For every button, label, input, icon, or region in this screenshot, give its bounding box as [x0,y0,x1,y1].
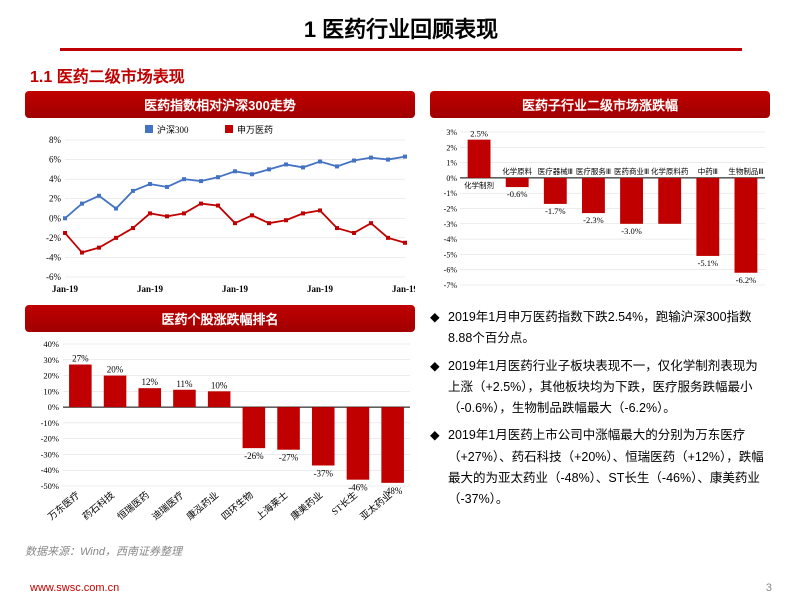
chart2: -7% -6% -5% -4% -3% -2% -1% 0% 1% 2% 3% 2.5% 化学制剂 -0.… [430,122,770,297]
content-area: 医药指数相对沪深300走势 -6% -4% -2% 0% 2% 4% 6% 8% 沪深300 申万… [0,91,802,559]
chart1-title: 医药指数相对沪深300走势 [25,91,415,118]
svg-text:医药商业Ⅲ: 医药商业Ⅲ [614,166,649,176]
svg-text:8%: 8% [49,135,62,145]
bar-chart-sectors: -7% -6% -5% -4% -3% -2% -1% 0% 1% 2% 3% 2.5% 化学制剂 -0.… [430,122,770,297]
svg-text:-0.6%: -0.6% [507,189,528,199]
svg-text:医疗服务Ⅲ: 医疗服务Ⅲ [576,166,611,176]
svg-text:上海莱士: 上海莱士 [254,489,291,523]
svg-text:0%: 0% [48,402,59,412]
svg-text:康美药业: 康美药业 [288,489,325,523]
svg-text:Jan-19: Jan-19 [222,284,249,294]
section-subtitle: 1.1 医药二级市场表现 [0,57,802,91]
svg-text:0%: 0% [446,174,457,183]
svg-text:-26%: -26% [244,451,264,461]
svg-text:-3%: -3% [444,220,458,229]
bullet-item: 2019年1月医药上市公司中涨幅最大的分别为万东医疗（+27%）、药石科技（+2… [430,425,770,510]
svg-text:-4%: -4% [444,235,458,244]
svg-text:亚太药业: 亚太药业 [358,489,395,523]
svg-text:3%: 3% [446,128,457,137]
svg-text:-1%: -1% [444,189,458,198]
svg-text:-37%: -37% [314,468,334,478]
right-column: 医药子行业二级市场涨跌幅 -7% -6% -5% -4% -3% -2% -1% 0% 1% 2%… [430,91,770,559]
svg-text:1%: 1% [446,159,457,168]
bar-chart-stocks: -50% -40% -30% -20% -10% 0% 10% 20% 30% 40% 27% 万东医… [25,336,415,541]
svg-text:-27%: -27% [279,453,299,463]
svg-text:6%: 6% [49,155,62,165]
chart3: -50% -40% -30% -20% -10% 0% 10% 20% 30% 40% 27% 万东医… [25,336,415,541]
svg-text:Jan-19: Jan-19 [52,284,79,294]
svg-text:化学原料药: 化学原料药 [651,166,689,176]
svg-text:-1.7%: -1.7% [545,206,566,216]
svg-text:Jan-19: Jan-19 [137,284,164,294]
svg-text:-5%: -5% [444,250,458,259]
svg-text:迪瑞医疗: 迪瑞医疗 [150,489,187,523]
page-title: 1 医药行业回顾表现 [0,12,802,44]
svg-text:中药Ⅲ: 中药Ⅲ [698,166,718,176]
left-column: 医药指数相对沪深300走势 -6% -4% -2% 0% 2% 4% 6% 8% 沪深300 申万… [25,91,415,559]
svg-text:30%: 30% [43,355,59,365]
svg-text:-6.2%: -6.2% [736,275,757,285]
svg-text:-6%: -6% [46,272,61,282]
svg-text:12%: 12% [142,377,159,387]
svg-text:ST长生: ST长生 [329,489,360,518]
svg-text:-6%: -6% [444,266,458,275]
svg-text:-46%: -46% [348,483,368,493]
page-number: 3 [766,582,772,594]
svg-text:四环生物: 四环生物 [219,489,256,523]
svg-text:20%: 20% [43,371,59,381]
svg-text:-3.0%: -3.0% [621,226,642,236]
chart2-title: 医药子行业二级市场涨跌幅 [430,91,770,118]
svg-text:10%: 10% [211,380,228,390]
svg-text:药石科技: 药石科技 [80,489,117,523]
svg-text:-2%: -2% [444,205,458,214]
line-chart: -6% -4% -2% 0% 2% 4% 6% 8% 沪深300 申万医药 Jan-19 Jan-19… [25,122,415,297]
svg-text:-7%: -7% [444,281,458,290]
chart3-title: 医药个股涨跌幅排名 [25,305,415,332]
divider [60,48,742,51]
svg-text:11%: 11% [176,379,193,389]
svg-text:-40%: -40% [41,465,59,475]
svg-text:-30%: -30% [41,449,59,459]
svg-text:-20%: -20% [41,434,59,444]
data-source: 数据来源：Wind，西南证券整理 [25,543,415,559]
svg-text:化学原料: 化学原料 [502,166,532,176]
bullet-item: 2019年1月申万医药指数下跌2.54%，跑输沪深300指数8.88个百分点。 [430,307,770,350]
svg-text:20%: 20% [107,365,124,375]
bullet-list: 2019年1月申万医药指数下跌2.54%，跑输沪深300指数8.88个百分点。 … [430,307,770,510]
title-area: 1 医药行业回顾表现 [0,0,802,57]
svg-text:康泓药业: 康泓药业 [184,489,221,523]
svg-text:0%: 0% [49,213,62,223]
svg-text:4%: 4% [49,174,62,184]
svg-text:2%: 2% [446,143,457,152]
svg-text:2.5%: 2.5% [470,129,488,139]
svg-text:-50%: -50% [41,481,59,491]
slide: 1 医药行业回顾表现 1.1 医药二级市场表现 医药指数相对沪深300走势 -6… [0,0,802,602]
bullet-item: 2019年1月医药行业子板块表现不一，仅化学制剂表现为上涨（+2.5%），其他板… [430,356,770,420]
svg-text:Jan-19: Jan-19 [392,284,415,294]
svg-text:化学制剂: 化学制剂 [464,180,494,190]
footer: www.swsc.com.cn 3 [30,582,772,594]
svg-text:40%: 40% [43,339,59,349]
svg-text:申万医药: 申万医药 [237,124,273,135]
svg-text:-2%: -2% [46,233,61,243]
svg-text:Jan-19: Jan-19 [307,284,334,294]
svg-text:恒瑞医药: 恒瑞医药 [115,489,152,523]
svg-text:沪深300: 沪深300 [157,124,189,135]
svg-text:27%: 27% [72,354,89,364]
svg-text:-5.1%: -5.1% [698,258,719,268]
svg-text:-4%: -4% [46,252,61,262]
chart1: -6% -4% -2% 0% 2% 4% 6% 8% 沪深300 申万医药 Jan-19 Jan-19… [25,122,415,297]
svg-text:医疗器械Ⅲ: 医疗器械Ⅲ [538,166,573,176]
svg-text:2%: 2% [49,194,62,204]
svg-text:生物制品Ⅲ: 生物制品Ⅲ [728,166,763,176]
footer-url: www.swsc.com.cn [30,582,119,594]
svg-text:10%: 10% [43,386,59,396]
svg-text:-10%: -10% [41,418,59,428]
svg-text:-2.3%: -2.3% [583,215,604,225]
svg-text:万东医疗: 万东医疗 [45,489,82,523]
